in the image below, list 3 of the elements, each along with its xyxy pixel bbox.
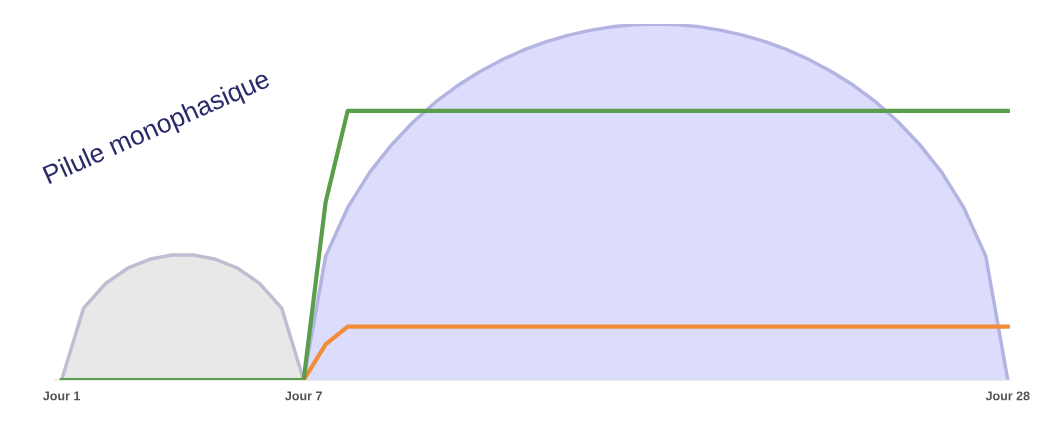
- x-tick-label: Jour 28: [985, 391, 1030, 401]
- x-tick-label: Jour 1: [43, 391, 81, 401]
- x-tick-label: Jour 7: [285, 391, 322, 401]
